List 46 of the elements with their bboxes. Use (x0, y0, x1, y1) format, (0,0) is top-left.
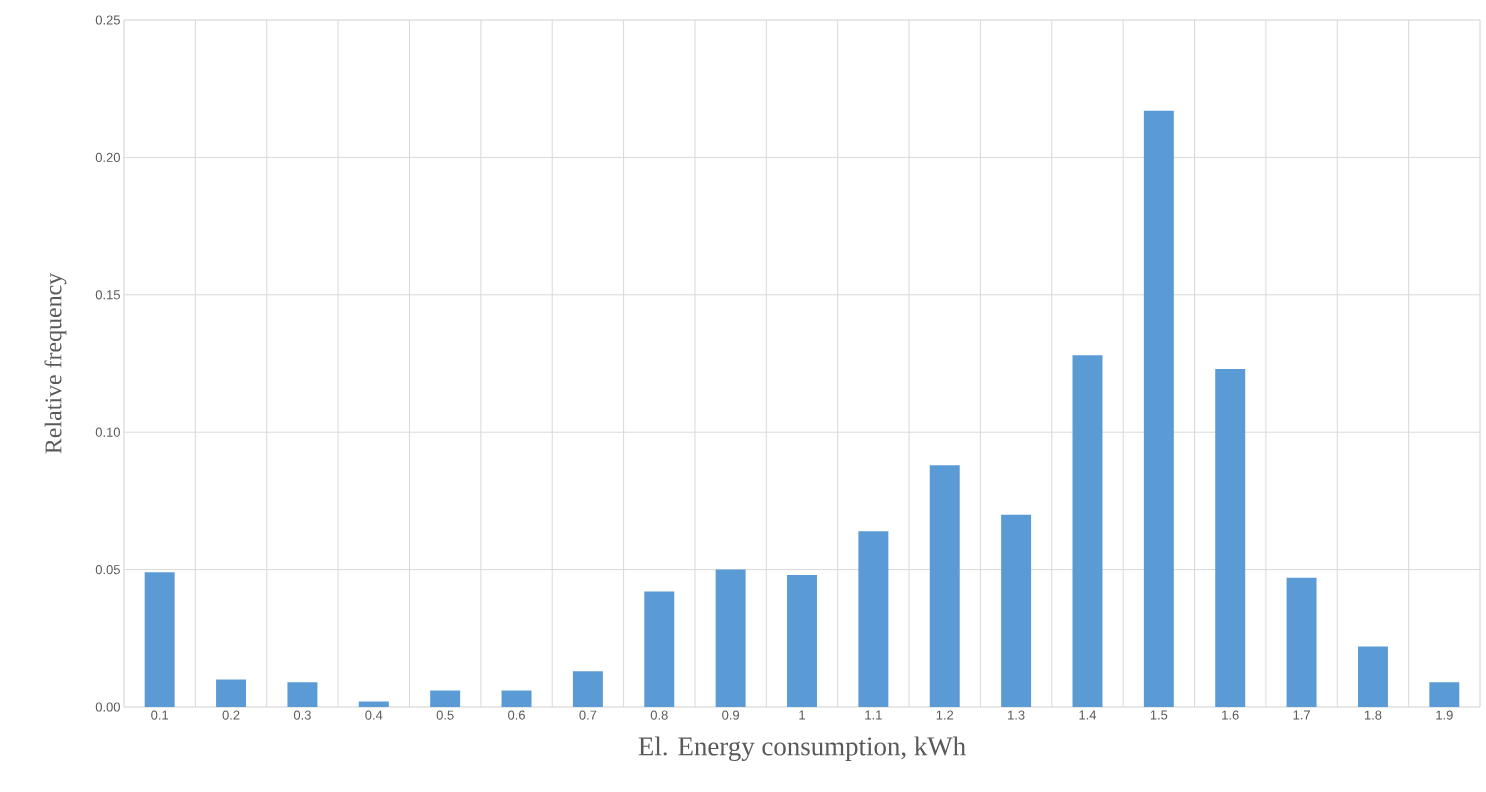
bar (1072, 355, 1103, 707)
x-tick-label: 0.1 (151, 710, 169, 720)
y-tick-label: 0.15 (95, 290, 120, 300)
x-tick-label: 1.4 (1079, 710, 1097, 720)
x-axis-title: El. Energy consumption, kWh (638, 736, 966, 762)
y-tick-label: 0.20 (95, 152, 120, 162)
x-tick-label: 0.3 (293, 710, 311, 720)
x-tick-label: 1 (799, 710, 805, 720)
bar (1215, 368, 1246, 707)
x-tick-label: 1.6 (1222, 710, 1239, 720)
x-tick-label: 1.8 (1364, 710, 1382, 720)
x-tick-label: 0.6 (508, 710, 525, 720)
x-tick-label: 0.4 (365, 710, 383, 720)
bar (858, 531, 889, 707)
bar (572, 671, 603, 707)
bar (1286, 577, 1317, 707)
bar (644, 591, 675, 707)
x-tick-label: 1.2 (936, 710, 954, 720)
bar (501, 690, 532, 707)
bar (430, 690, 461, 707)
x-tick-label: 0.7 (579, 710, 597, 720)
x-tick-label: 1.7 (1293, 710, 1310, 720)
bar (358, 701, 389, 707)
bar (287, 682, 318, 707)
x-tick-label: 0.2 (222, 710, 240, 720)
bar (1001, 514, 1032, 707)
bar (144, 572, 175, 707)
x-tick-label: 1.9 (1436, 710, 1453, 720)
x-tick-label: 1.1 (865, 710, 882, 720)
x-tick-label: 1.5 (1150, 710, 1168, 720)
y-axis-title: Relative frequency (44, 272, 67, 454)
x-tick-label: 0.8 (650, 710, 668, 720)
y-tick-label: 0.00 (95, 702, 120, 712)
y-tick-label: 0.25 (95, 15, 120, 25)
bar (216, 679, 247, 707)
y-tick-label: 0.05 (95, 565, 120, 575)
bar (715, 569, 746, 707)
x-tick-label: 0.9 (722, 710, 740, 720)
bar (1357, 646, 1388, 707)
x-tick-label: 1.3 (1008, 710, 1025, 720)
bar (787, 575, 817, 707)
bar (1143, 110, 1174, 707)
bar (929, 465, 960, 707)
y-tick-label: 0.10 (95, 427, 120, 437)
x-tick-label: 0.5 (436, 710, 454, 720)
bar (1429, 682, 1460, 707)
